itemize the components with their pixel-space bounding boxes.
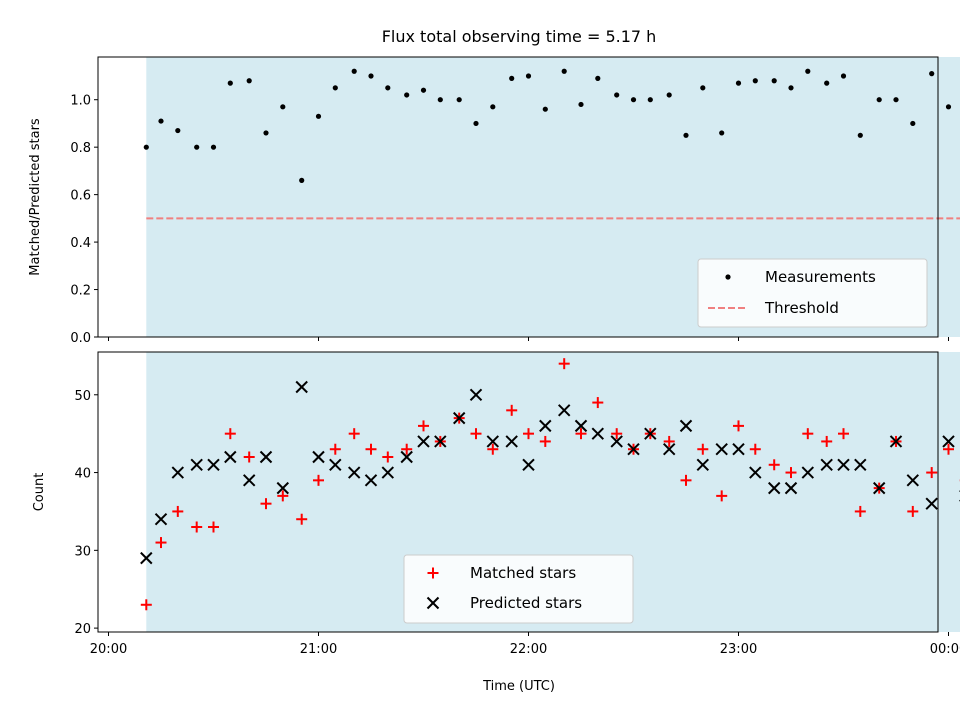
measurement-point — [736, 81, 741, 86]
measurement-point — [438, 97, 443, 102]
measurement-point — [614, 92, 619, 97]
measurement-point — [247, 78, 252, 83]
measurement-point — [333, 85, 338, 90]
measurement-point — [648, 97, 653, 102]
measurement-point — [753, 78, 758, 83]
measurement-point — [700, 85, 705, 90]
bottom-y-tick-label: 20 — [74, 622, 91, 637]
x-tick-label: 23:00 — [720, 642, 757, 657]
measurement-point — [719, 130, 724, 135]
measurement-point — [788, 85, 793, 90]
legend-predicted-label: Predicted stars — [470, 594, 582, 612]
measurement-point — [578, 102, 583, 107]
measurement-point — [490, 104, 495, 109]
measurement-point — [893, 97, 898, 102]
measurement-point — [194, 145, 199, 150]
top-y-tick-label: 0.6 — [70, 189, 91, 204]
measurement-point — [910, 121, 915, 126]
bottom-y-tick-label: 40 — [74, 467, 91, 482]
measurement-point — [562, 69, 567, 74]
measurement-point — [385, 85, 390, 90]
x-tick-label: 20:00 — [90, 642, 127, 657]
measurement-point — [457, 97, 462, 102]
top-y-tick-label: 0.8 — [70, 141, 91, 156]
bottom-panel: 2030405020:0021:0022:0023:0000:0001:0002… — [74, 352, 960, 657]
legend-matched-label: Matched stars — [470, 564, 576, 582]
measurement-point — [543, 107, 548, 112]
legend-measurements-label: Measurements — [765, 268, 876, 286]
measurement-point — [858, 133, 863, 138]
measurement-point — [526, 73, 531, 78]
bottom-y-tick-label: 50 — [74, 389, 91, 404]
top-y-tick-label: 0.0 — [70, 331, 91, 346]
measurement-point — [228, 81, 233, 86]
top-y-axis-label: Matched/Predicted stars — [28, 118, 43, 276]
measurement-point — [280, 104, 285, 109]
bottom-legend: Matched stars Predicted stars — [404, 555, 633, 623]
chart-title: Flux total observing time = 5.17 h — [382, 27, 657, 46]
measurement-point — [421, 88, 426, 93]
measurement-point — [946, 104, 951, 109]
x-tick-label: 22:00 — [510, 642, 547, 657]
bottom-y-axis-label: Count — [32, 473, 47, 512]
legend-measurements-marker — [725, 274, 730, 279]
legend-threshold-label: Threshold — [764, 299, 839, 317]
measurement-point — [263, 130, 268, 135]
top-panel: 0.0 0.2 0.4 0.6 0.8 1.0 Measurements Threshold — [70, 57, 960, 346]
measurement-point — [631, 97, 636, 102]
measurement-point — [929, 71, 934, 76]
x-tick-label: 00:00 — [930, 642, 960, 657]
top-y-tick-label: 0.4 — [70, 236, 91, 251]
x-axis-label: Time (UTC) — [482, 679, 555, 694]
measurement-point — [805, 69, 810, 74]
measurement-point — [841, 73, 846, 78]
measurement-point — [683, 133, 688, 138]
measurement-point — [368, 73, 373, 78]
measurement-point — [473, 121, 478, 126]
bottom-y-tick-label: 30 — [74, 544, 91, 559]
measurement-point — [144, 145, 149, 150]
x-tick-label: 21:00 — [300, 642, 337, 657]
top-y-tick-label: 1.0 — [70, 94, 91, 109]
measurement-point — [158, 118, 163, 123]
measurement-point — [299, 178, 304, 183]
measurement-point — [667, 92, 672, 97]
measurement-point — [877, 97, 882, 102]
top-y-tick-label: 0.2 — [70, 284, 91, 299]
top-legend: Measurements Threshold — [698, 259, 927, 327]
measurement-point — [824, 81, 829, 86]
measurement-point — [404, 92, 409, 97]
measurement-point — [595, 76, 600, 81]
measurement-point — [352, 69, 357, 74]
measurement-point — [509, 76, 514, 81]
measurement-point — [211, 145, 216, 150]
measurement-point — [772, 78, 777, 83]
measurement-point — [316, 114, 321, 119]
measurement-point — [175, 128, 180, 133]
